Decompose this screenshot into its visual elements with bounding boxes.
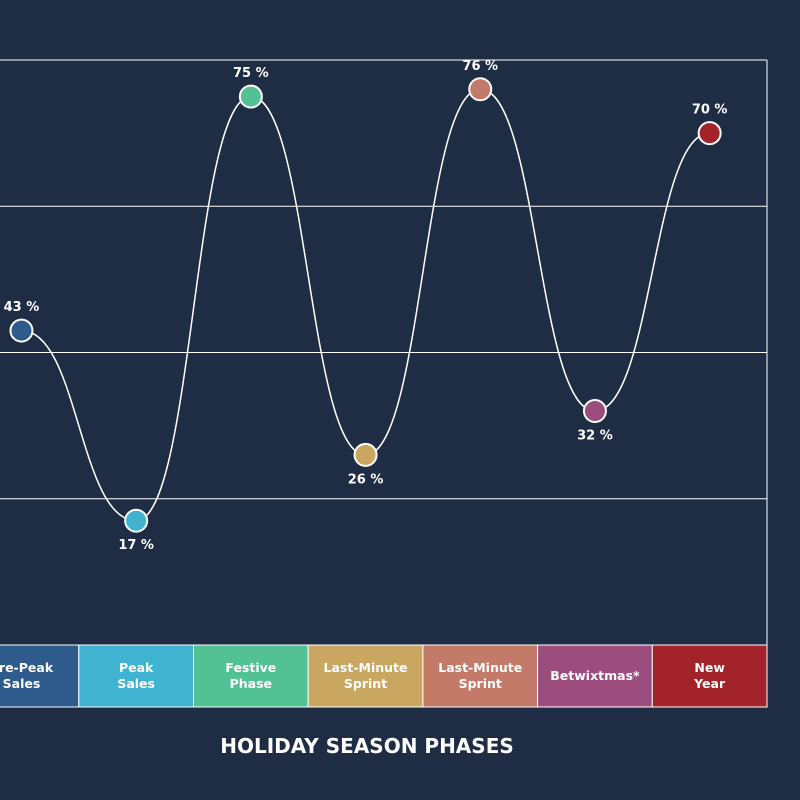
chart-title: HOLIDAY SEASON PHASES [220, 734, 514, 758]
value-label: 70 % [692, 103, 728, 118]
point [238, 84, 263, 109]
value-label: 76 % [462, 59, 498, 74]
point [697, 121, 722, 146]
x-tick-label: New Year [694, 660, 726, 691]
x-tick-label: Last-Minute Sprint [323, 660, 408, 691]
category-box [307, 644, 424, 708]
category-box [0, 644, 80, 708]
value-label: 43 % [4, 300, 40, 315]
x-tick-label: Peak Sales [117, 660, 155, 691]
point [353, 442, 378, 467]
value-label: 32 % [577, 429, 613, 444]
point [468, 77, 493, 102]
category-box [537, 644, 653, 708]
point [124, 508, 149, 533]
point [9, 318, 34, 343]
point [582, 399, 607, 423]
x-tick-label: Last-Minute Sprint [438, 660, 523, 691]
value-label: 17 % [118, 538, 154, 553]
category-box [422, 644, 539, 708]
x-tick-label: Festive Phase [225, 660, 277, 691]
value-label: 75 % [233, 66, 269, 81]
category-box [651, 644, 768, 708]
x-tick-label: Pre-Peak Sales [0, 660, 54, 691]
x-tick-label: Betwixtmas* [550, 668, 640, 683]
category-box [193, 644, 309, 708]
value-label: 26 % [348, 472, 384, 487]
